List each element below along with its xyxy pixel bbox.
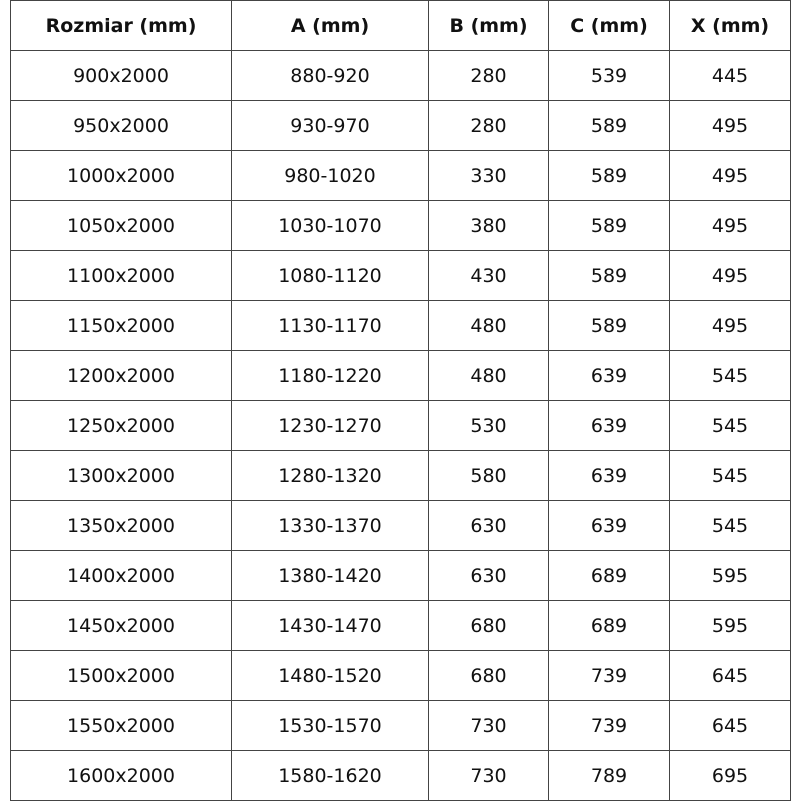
table-cell: 545 xyxy=(669,400,791,451)
table-cell: 589 xyxy=(548,100,670,151)
table-cell: 1000x2000 xyxy=(10,150,232,201)
table-cell: 495 xyxy=(669,200,791,251)
column-header: C (mm) xyxy=(548,0,670,51)
table-cell: 680 xyxy=(428,600,549,651)
table-cell: 1480-1520 xyxy=(231,650,429,701)
table-cell: 1580-1620 xyxy=(231,750,429,801)
table-cell: 589 xyxy=(548,150,670,201)
table-cell: 495 xyxy=(669,300,791,351)
table-cell: 280 xyxy=(428,100,549,151)
table-row: 1450x2000 1430-1470 680 689 595 xyxy=(10,600,791,651)
table-cell: 645 xyxy=(669,650,791,701)
table-cell: 1600x2000 xyxy=(10,750,232,801)
table-cell: 789 xyxy=(548,750,670,801)
table-cell: 1350x2000 xyxy=(10,500,232,551)
column-header: A (mm) xyxy=(231,0,429,51)
table-cell: 639 xyxy=(548,350,670,401)
table-row: 1150x2000 1130-1170 480 589 495 xyxy=(10,300,791,351)
table-cell: 545 xyxy=(669,500,791,551)
table-row: 1000x2000 980-1020 330 589 495 xyxy=(10,150,791,201)
table-cell: 539 xyxy=(548,50,670,101)
table-cell: 680 xyxy=(428,650,549,701)
table-cell: 1200x2000 xyxy=(10,350,232,401)
table-cell: 1080-1120 xyxy=(231,250,429,301)
table-cell: 530 xyxy=(428,400,549,451)
table-cell: 280 xyxy=(428,50,549,101)
table-row: 950x2000 930-970 280 589 495 xyxy=(10,100,791,151)
table-cell: 639 xyxy=(548,400,670,451)
table-cell: 730 xyxy=(428,700,549,751)
column-header: B (mm) xyxy=(428,0,549,51)
table-cell: 1550x2000 xyxy=(10,700,232,751)
table-row: 1350x2000 1330-1370 630 639 545 xyxy=(10,500,791,551)
table-cell: 1250x2000 xyxy=(10,400,232,451)
table-cell: 695 xyxy=(669,750,791,801)
table-cell: 1380-1420 xyxy=(231,550,429,601)
table-cell: 495 xyxy=(669,150,791,201)
table-cell: 1280-1320 xyxy=(231,450,429,501)
table-cell: 730 xyxy=(428,750,549,801)
table-cell: 900x2000 xyxy=(10,50,232,101)
table-row: 900x2000 880-920 280 539 445 xyxy=(10,50,791,101)
table-cell: 980-1020 xyxy=(231,150,429,201)
table-cell: 950x2000 xyxy=(10,100,232,151)
table-cell: 1300x2000 xyxy=(10,450,232,501)
table-cell: 495 xyxy=(669,100,791,151)
table-cell: 430 xyxy=(428,250,549,301)
table-cell: 1230-1270 xyxy=(231,400,429,451)
table-cell: 645 xyxy=(669,700,791,751)
table-cell: 1330-1370 xyxy=(231,500,429,551)
table-row: 1050x2000 1030-1070 380 589 495 xyxy=(10,200,791,251)
table-row: 1400x2000 1380-1420 630 689 595 xyxy=(10,550,791,601)
table-row: 1600x2000 1580-1620 730 789 695 xyxy=(10,750,791,801)
table-cell: 330 xyxy=(428,150,549,201)
table-cell: 589 xyxy=(548,200,670,251)
table-cell: 1100x2000 xyxy=(10,250,232,301)
table-cell: 739 xyxy=(548,700,670,751)
table-cell: 545 xyxy=(669,450,791,501)
dimensions-table: Rozmiar (mm) A (mm) B (mm) C (mm) X (mm) 900… xyxy=(10,0,791,801)
table-cell: 495 xyxy=(669,250,791,301)
table-cell: 689 xyxy=(548,600,670,651)
table-row: 1100x2000 1080-1120 430 589 495 xyxy=(10,250,791,301)
table-cell: 595 xyxy=(669,600,791,651)
table-cell: 589 xyxy=(548,300,670,351)
table-cell: 1400x2000 xyxy=(10,550,232,601)
table-cell: 1050x2000 xyxy=(10,200,232,251)
table-row: 1250x2000 1230-1270 530 639 545 xyxy=(10,400,791,451)
table-row: 1500x2000 1480-1520 680 739 645 xyxy=(10,650,791,701)
table-cell: 1180-1220 xyxy=(231,350,429,401)
table-cell: 445 xyxy=(669,50,791,101)
table-cell: 930-970 xyxy=(231,100,429,151)
table-row: 1300x2000 1280-1320 580 639 545 xyxy=(10,450,791,501)
table-cell: 1530-1570 xyxy=(231,700,429,751)
table-cell: 1500x2000 xyxy=(10,650,232,701)
table-cell: 639 xyxy=(548,450,670,501)
table-cell: 1030-1070 xyxy=(231,200,429,251)
table-cell: 480 xyxy=(428,350,549,401)
table-cell: 630 xyxy=(428,500,549,551)
column-header: Rozmiar (mm) xyxy=(10,0,232,51)
table-cell: 1150x2000 xyxy=(10,300,232,351)
table-cell: 739 xyxy=(548,650,670,701)
table-cell: 545 xyxy=(669,350,791,401)
table-cell: 689 xyxy=(548,550,670,601)
table-cell: 630 xyxy=(428,550,549,601)
table-cell: 1430-1470 xyxy=(231,600,429,651)
table-row: 1550x2000 1530-1570 730 739 645 xyxy=(10,700,791,751)
table-cell: 595 xyxy=(669,550,791,601)
table-cell: 480 xyxy=(428,300,549,351)
table-header-row: Rozmiar (mm) A (mm) B (mm) C (mm) X (mm) xyxy=(10,0,791,51)
table-row: 1200x2000 1180-1220 480 639 545 xyxy=(10,350,791,401)
column-header: X (mm) xyxy=(669,0,791,51)
table-cell: 580 xyxy=(428,450,549,501)
table-cell: 639 xyxy=(548,500,670,551)
table-cell: 589 xyxy=(548,250,670,301)
table-cell: 380 xyxy=(428,200,549,251)
table-cell: 880-920 xyxy=(231,50,429,101)
table-cell: 1130-1170 xyxy=(231,300,429,351)
table-cell: 1450x2000 xyxy=(10,600,232,651)
